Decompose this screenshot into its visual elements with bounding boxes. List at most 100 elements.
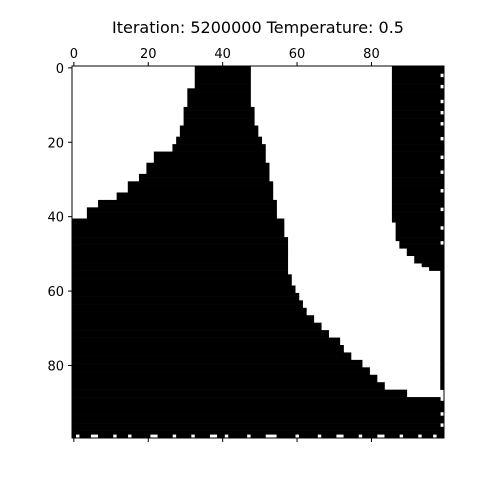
heatmap-cell-run [72,397,441,402]
heatmap-cell-run [436,434,445,439]
y-tick-label: 40 [47,211,64,226]
heatmap-cell-run [72,337,341,342]
heatmap-cell-run [440,382,445,387]
heatmap-cell-run [391,181,445,186]
heatmap-cell-run [72,270,289,275]
heatmap-cell-run [72,248,289,253]
heatmap-cell-run [72,408,445,413]
heatmap-cell-run [391,177,445,182]
heatmap-cell-run [72,252,289,257]
heatmap-cell-run [72,259,289,264]
heatmap-cell-run [440,300,445,305]
heatmap-cell-run [440,348,445,353]
heatmap-cell-run [440,315,445,320]
heatmap-cell-run [98,203,277,208]
heatmap-cell-run [399,240,441,245]
heatmap-cell-run [72,240,289,245]
heatmap-cell-run [146,162,270,167]
heatmap-cell-run [72,330,329,335]
heatmap-cell-run [72,266,289,271]
heatmap-cell-run [72,430,445,435]
heatmap-cell-run [72,307,307,312]
heatmap-cell-run [183,106,255,111]
heatmap-cell-run [72,359,363,364]
heatmap-cell-run [391,151,445,156]
x-tick-label: 40 [214,47,231,62]
heatmap-cell-run [183,114,255,119]
heatmap-cell-run [187,99,251,104]
heatmap-cell-run [146,170,270,175]
heatmap-cell-run [440,385,445,390]
heatmap-cell-run [440,371,445,376]
heatmap-cell-run [276,434,296,439]
heatmap-cell-run [250,434,266,439]
heatmap-cell-run [127,181,274,186]
heatmap-cell-run [72,315,315,320]
heatmap-cell-run [72,374,378,379]
heatmap-cell-run [228,434,248,439]
heatmap-cell-run [194,84,251,89]
heatmap-cell-run [187,103,251,108]
heatmap-cell-run [72,281,292,286]
x-tick-label: 20 [140,47,157,62]
heatmap-cell-run [440,337,445,342]
heatmap-cell-run [391,103,445,108]
heatmap-cell-run [176,136,263,141]
heatmap-cell-run [157,434,173,439]
heatmap-cell-run [440,285,445,290]
heatmap-cell-run [391,147,445,152]
heatmap-cell-run [395,229,445,234]
heatmap-cell-run [440,304,445,309]
heatmap-cell-run [391,110,441,115]
y-tick-label: 60 [47,285,64,300]
heatmap-cell-run [72,292,300,297]
heatmap-cell-run [395,222,445,227]
x-axis-bottom-ticks [73,438,372,442]
heatmap-cell-run [391,106,445,111]
heatmap-cell-run [72,352,352,357]
heatmap-cell-run [440,307,445,312]
heatmap-cell-run [391,73,441,78]
heatmap-cell-run [72,385,385,390]
heatmap-cell-run [391,114,445,119]
heatmap-cell-run [72,237,289,242]
heatmap-cell-run [391,95,445,100]
heatmap-cell-run [72,393,408,398]
heatmap-cell-run [440,356,445,361]
heatmap-cell-run [72,255,289,260]
heatmap-cell-run [440,333,445,338]
heatmap-cell-run [391,80,445,85]
heatmap-cell-run [391,155,441,160]
heatmap-cell-run [440,270,445,275]
y-tick-label: 80 [47,359,64,374]
heatmap-cells [72,66,445,439]
heatmap-cell-run [179,125,259,130]
heatmap-cell-run [127,185,274,190]
heatmap-cell-run [72,356,352,361]
heatmap-cell-run [72,415,445,420]
heatmap-cell-run [403,434,419,439]
heatmap-cell-run [440,311,445,316]
heatmap-cell-run [183,121,255,126]
heatmap-cell-run [72,363,363,368]
heatmap-cell-run [391,144,445,149]
heatmap-cell-run [138,177,270,182]
heatmap-cell-run [183,118,255,123]
heatmap-cell-run [440,278,445,283]
heatmap-cell-run [72,311,307,316]
heatmap-cell-run [72,229,285,234]
heatmap-cell-run [391,207,441,212]
heatmap-cell-run [172,144,266,149]
x-axis-ticks: 0 20 40 60 80 [70,47,380,66]
heatmap-cell-run [72,274,292,279]
heatmap-cell-run [362,434,378,439]
heatmap-cell-run [72,304,303,309]
heatmap-cell-run [72,404,445,409]
heatmap-cell-run [127,188,274,193]
heatmap-cell-run [153,159,266,164]
heatmap-cell-run [391,162,445,167]
heatmap-cell-run [72,389,408,394]
heatmap-cell-run [414,255,445,260]
heatmap-cell-run [391,170,441,175]
